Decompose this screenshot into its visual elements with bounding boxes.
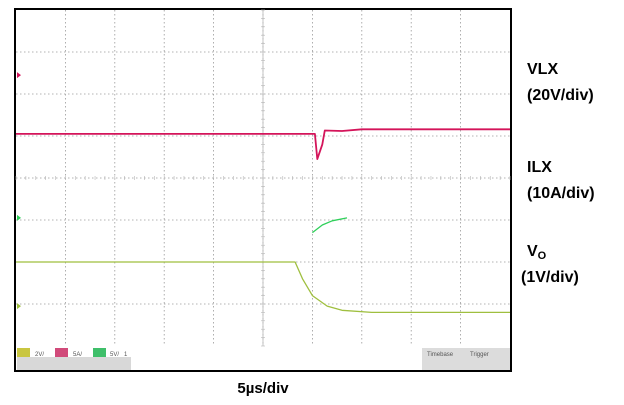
ilx-scale-text: (10A/div) <box>527 185 595 202</box>
status-right-2: Trigger <box>470 352 489 358</box>
status-channel-box-1 <box>17 348 30 357</box>
status-left-panel <box>17 357 131 370</box>
vo-scale-text: (1V/div) <box>521 269 579 286</box>
trace-vlx <box>16 128 510 160</box>
graticule <box>15 9 511 347</box>
ground-marker-ilx <box>17 214 21 221</box>
status-right-panel <box>422 348 510 370</box>
status-right-1: Timebase <box>427 352 454 358</box>
status-bar: 2V/ 5A/ 5V/ 1 Timebase Trigger <box>17 348 510 370</box>
ilx-scale: (10A/div) <box>527 184 595 204</box>
status-channel-box-2 <box>55 348 68 357</box>
vo-label: VO <box>527 242 546 266</box>
vlx-label: VLX <box>527 60 558 80</box>
vlx-scale-text: (20V/div) <box>527 87 594 104</box>
vo-subscript: O <box>537 250 547 262</box>
ilx-label: ILX <box>527 158 552 178</box>
ground-marker-vo <box>17 303 21 310</box>
status-left-3: 5V/ <box>110 352 119 358</box>
status-left-2: 5A/ <box>73 352 82 358</box>
trace-ilx <box>312 217 348 234</box>
ground-marker-vlx <box>17 72 21 79</box>
vo-scale: (1V/div) <box>521 268 579 288</box>
status-left-1: 2V/ <box>35 352 44 358</box>
ilx-name: ILX <box>527 159 552 176</box>
trace-vo <box>16 261 510 314</box>
vlx-name: VLX <box>527 61 559 78</box>
traces <box>16 72 510 314</box>
status-left-4: 1 <box>124 352 128 358</box>
vo-name: V <box>527 243 538 260</box>
x-axis-label: 5µs/div <box>237 380 289 397</box>
status-channel-box-3 <box>93 348 106 357</box>
vlx-scale: (20V/div) <box>527 86 594 106</box>
